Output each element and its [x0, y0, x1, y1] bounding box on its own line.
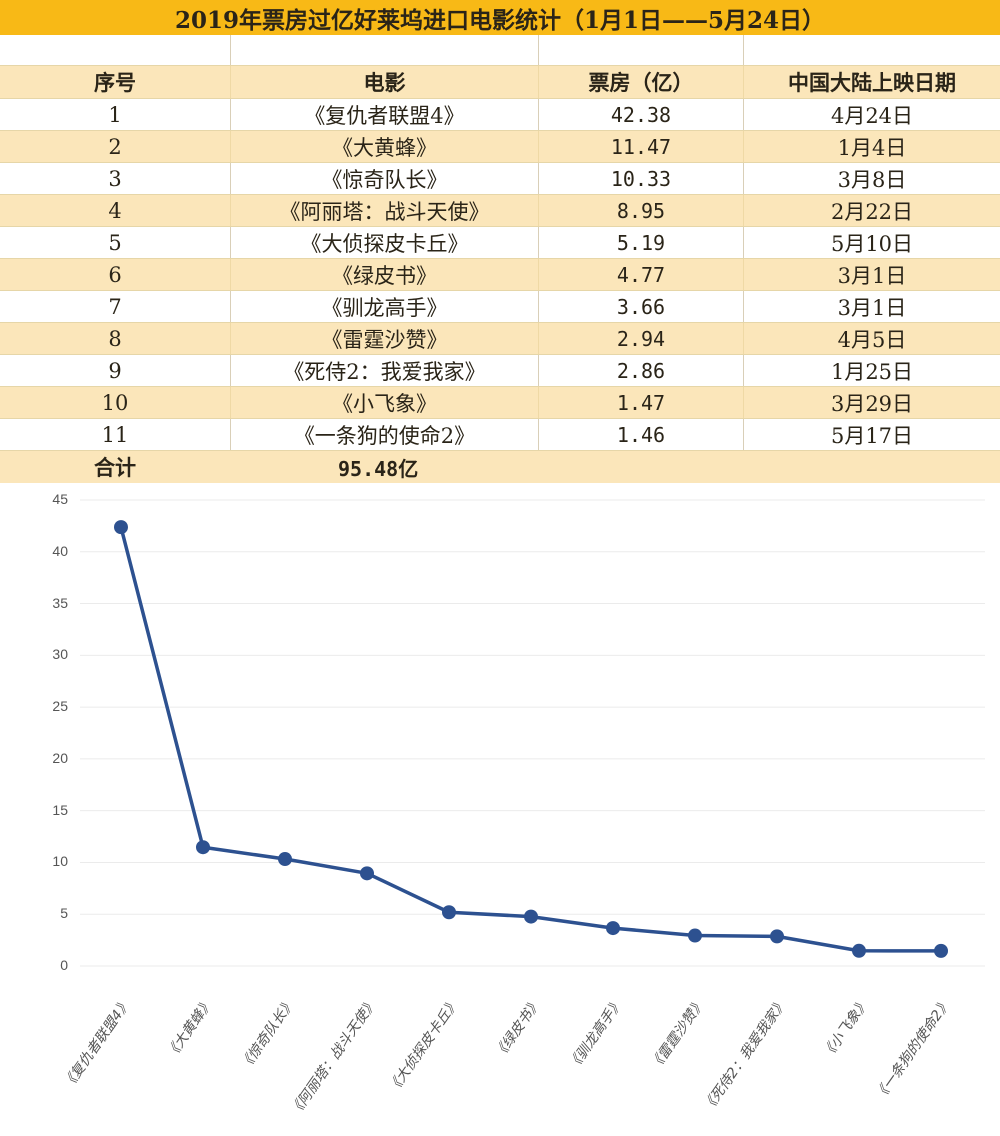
movie-cell: 《一条狗的使命2》: [230, 419, 538, 450]
release-date-cell: 4月24日: [743, 99, 1000, 130]
table-row: 10 《小飞象》 1.47 3月29日: [0, 387, 1000, 419]
movie-cell: 《小飞象》: [230, 387, 538, 418]
rank-cell: 10: [101, 390, 129, 415]
data-point-marker: [442, 905, 456, 920]
release-date-cell: 3月8日: [743, 163, 1000, 194]
rank-cell: 6: [108, 262, 122, 287]
table-row: 9 《死侍2：我爱我家》 2.86 1月25日: [0, 355, 1000, 387]
table-row: 11 《一条狗的使命2》 1.46 5月17日: [0, 419, 1000, 451]
data-point-marker: [196, 840, 210, 855]
box-office-cell: 2.94: [538, 323, 743, 354]
y-axis-tick-label: 25: [52, 698, 68, 715]
y-axis-tick-label: 20: [52, 749, 68, 766]
data-point-marker: [606, 921, 620, 936]
header-movie: 电影: [230, 66, 538, 98]
data-point-marker: [114, 520, 128, 535]
table-row: 2 《大黄蜂》 11.47 1月4日: [0, 131, 1000, 163]
blank-row: [0, 35, 1000, 66]
line-chart: 0 5 10 15 20 25 30 35 40 45 《复仇者联盟4》 《大黄蜂》 《惊奇队长》 《阿丽…: [0, 483, 1000, 1136]
data-point-marker: [524, 909, 538, 924]
movie-cell: 《死侍2：我爱我家》: [230, 355, 538, 386]
table-header-row: 序号 电影 票房（亿） 中国大陆上映日期: [0, 66, 1000, 99]
movie-cell: 《绿皮书》: [230, 259, 538, 290]
rank-cell: 4: [108, 198, 122, 223]
release-date-cell: 4月5日: [743, 323, 1000, 354]
box-office-table: 序号 电影 票房（亿） 中国大陆上映日期 1 《复仇者联盟4》 42.38 4月24日…: [0, 35, 1000, 483]
table-row: 1 《复仇者联盟4》 42.38 4月24日: [0, 99, 1000, 131]
release-date-cell: 3月1日: [743, 291, 1000, 322]
release-date-cell: 2月22日: [743, 195, 1000, 226]
rank-cell: 1: [108, 102, 122, 127]
release-date-cell: 1月4日: [743, 131, 1000, 162]
rank-cell: 3: [108, 166, 122, 191]
rank-cell: 8: [108, 326, 122, 351]
box-office-cell: 42.38: [538, 99, 743, 130]
release-date-cell: 5月17日: [743, 419, 1000, 450]
y-axis-tick-label: 35: [52, 594, 68, 611]
data-point-marker: [688, 928, 702, 943]
table-body: 1 《复仇者联盟4》 42.38 4月24日 2 《大黄蜂》 11.47 1月4日 3 《惊奇队长…: [0, 99, 1000, 451]
box-office-cell: 1.47: [538, 387, 743, 418]
release-date-cell: 5月10日: [743, 227, 1000, 258]
data-point-marker: [770, 929, 784, 944]
movie-cell: 《复仇者联盟4》: [230, 99, 538, 130]
chart-plot-area: [80, 499, 985, 967]
box-office-cell: 10.33: [538, 163, 743, 194]
movie-cell: 《惊奇队长》: [230, 163, 538, 194]
table-row: 5 《大侦探皮卡丘》 5.19 5月10日: [0, 227, 1000, 259]
header-rank: 序号: [94, 70, 136, 95]
y-axis-tick-label: 45: [52, 491, 68, 507]
rank-cell: 11: [101, 422, 129, 447]
header-box-office: 票房（亿）: [538, 66, 743, 98]
header-release-date: 中国大陆上映日期: [743, 66, 1000, 98]
rank-cell: 2: [108, 134, 122, 159]
box-office-cell: 2.86: [538, 355, 743, 386]
table-row: 4 《阿丽塔：战斗天使》 8.95 2月22日: [0, 195, 1000, 227]
data-point-marker: [278, 852, 292, 867]
y-axis-tick-label: 10: [52, 853, 68, 870]
total-value: 95.48亿: [338, 456, 419, 481]
release-date-cell: 1月25日: [743, 355, 1000, 386]
series-line: [119, 526, 942, 953]
movie-cell: 《驯龙高手》: [230, 291, 538, 322]
movie-cell: 《阿丽塔：战斗天使》: [230, 195, 538, 226]
data-point-marker: [934, 943, 948, 958]
box-office-cell: 3.66: [538, 291, 743, 322]
y-axis-tick-label: 40: [52, 542, 68, 559]
y-axis-tick-label: 15: [52, 801, 68, 818]
box-office-cell: 11.47: [538, 131, 743, 162]
box-office-cell: 1.46: [538, 419, 743, 450]
box-office-cell: 5.19: [538, 227, 743, 258]
total-row: 合计 95.48亿: [0, 451, 1000, 483]
y-axis-tick-label: 30: [52, 646, 68, 663]
movie-cell: 《大侦探皮卡丘》: [230, 227, 538, 258]
data-point-marker: [852, 943, 866, 958]
rank-cell: 5: [108, 230, 122, 255]
rank-cell: 9: [108, 358, 122, 383]
table-row: 6 《绿皮书》 4.77 3月1日: [0, 259, 1000, 291]
release-date-cell: 3月1日: [743, 259, 1000, 290]
box-office-cell: 8.95: [538, 195, 743, 226]
y-axis-tick-label: 5: [60, 905, 68, 922]
movie-cell: 《雷霆沙赞》: [230, 323, 538, 354]
table-row: 7 《驯龙高手》 3.66 3月1日: [0, 291, 1000, 323]
table-row: 8 《雷霆沙赞》 2.94 4月5日: [0, 323, 1000, 355]
movie-cell: 《大黄蜂》: [230, 131, 538, 162]
table-title: 2019年票房过亿好莱坞进口电影统计（1月1日——5月24日）: [0, 0, 1000, 35]
total-label: 合计: [94, 455, 136, 480]
data-point-marker: [360, 866, 374, 881]
y-axis-tick-label: 0: [60, 957, 68, 973]
release-date-cell: 3月29日: [743, 387, 1000, 418]
rank-cell: 7: [108, 294, 122, 319]
table-row: 3 《惊奇队长》 10.33 3月8日: [0, 163, 1000, 195]
box-office-cell: 4.77: [538, 259, 743, 290]
